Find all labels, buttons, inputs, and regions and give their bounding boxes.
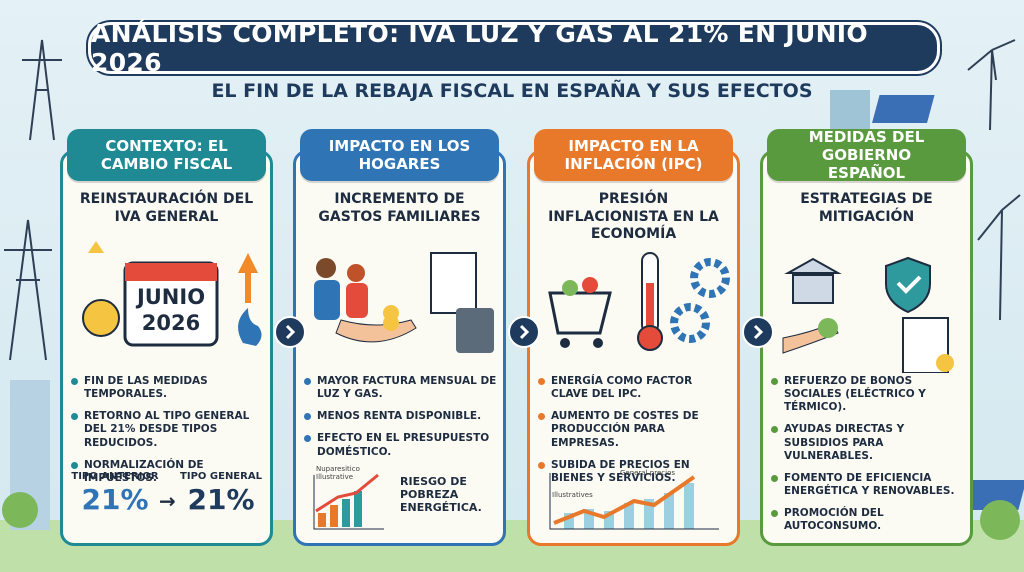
title: ANÁLISIS COMPLETO: IVA LUZ Y GAS AL 21% … (88, 19, 940, 77)
panel-header: IMPACTO EN LA INFLACIÓN (IPC) (534, 129, 733, 181)
bullet: MENOS RENTA DISPONIBLE. (304, 410, 497, 423)
bullet-list: MAYOR FACTURA MENSUAL DE LUZ Y GAS. MENOS… (304, 375, 497, 468)
bullet-list: REFUERZO DE BONOS SOCIALES (ELÉCTRICO Y … (771, 375, 964, 542)
chevron-icon (519, 324, 530, 340)
bullet-list: ENERGÍA COMO FACTOR CLAVE DEL IPC. AUMENT… (538, 375, 731, 494)
panel-heading: INCREMENTO DE GASTOS FAMILIARES (318, 191, 481, 225)
mini-bars (313, 473, 384, 530)
bullet: ENERGÍA COMO FACTOR CLAVE DEL IPC. (538, 375, 731, 401)
illustration (314, 252, 494, 353)
bullet: NORMALIZACIÓN DE IMPUESTOS. (71, 459, 264, 485)
bullet: FIN DE LAS MEDIDAS TEMPORALES. (71, 375, 264, 401)
note: RIESGO DE POBREZA ENERGÉTICA. (400, 475, 482, 514)
calendar-text: 2026 (141, 311, 201, 335)
bullet: AUMENTO DE COSTES DE PRODUCCIÓN PARA EMP… (538, 410, 731, 449)
chart-label: Nuparesitico Illustrative (316, 465, 360, 481)
illustration (82, 241, 262, 347)
bullet: REFUERZO DE BONOS SOCIALES (ELÉCTRICO Y … (771, 375, 964, 414)
rate-label: TIPO GENERAL (180, 471, 262, 482)
panel-heading: ESTRATEGIAS DE MITIGACIÓN (800, 191, 933, 225)
calendar-text: JUNIO (136, 285, 206, 309)
chevron (274, 316, 306, 348)
bullet: MAYOR FACTURA MENSUAL DE LUZ Y GAS. (304, 375, 497, 401)
panel-icon (530, 233, 740, 377)
panel-header: CONTEXTO: EL CAMBIO FISCAL (67, 129, 266, 181)
chart-label: Illustratives (552, 491, 593, 499)
bullet: SUBIDA DE PRECIOS EN BIENES Y SERVICIOS. (538, 459, 731, 485)
rate-value: 21% (81, 483, 149, 516)
chart-label: General precios (620, 469, 676, 477)
bullet: PROMOCIÓN DEL AUTOCONSUMO. (771, 507, 964, 533)
panel-heading: REINSTAURACIÓN DEL IVA GENERAL (79, 191, 254, 225)
mini-chart (544, 471, 724, 537)
bullet-list: FIN DE LAS MEDIDAS TEMPORALES. RETORNO AL… (71, 375, 264, 494)
illustration (548, 252, 730, 351)
chevron-icon (753, 324, 764, 340)
panel-header: IMPACTO EN LOS HOGARES (300, 129, 499, 181)
bullet: FOMENTO DE EFICIENCIA ENERGÉTICA Y RENOV… (771, 472, 964, 498)
rate-value: 21% (187, 483, 255, 516)
bullet: RETORNO AL TIPO GENERAL DEL 21% DESDE TI… (71, 410, 264, 449)
illustration (782, 256, 954, 374)
mini-chart (308, 471, 388, 535)
bullet: AYUDAS DIRECTAS Y SUBSIDIOS PARA VULNERA… (771, 423, 964, 462)
panel: IMPACTO EN LA INFLACIÓN (IPC) PRESIÓN INF… (527, 129, 740, 546)
bullet: EFECTO EN EL PRESUPUESTO DOMÉSTICO. (304, 432, 497, 458)
rate-label: TIPO ANTERIOR (71, 471, 159, 482)
panel: CONTEXTO: EL CAMBIO FISCAL REINSTAURACIÓN… (60, 129, 273, 546)
chevron-icon (285, 324, 296, 340)
panel: IMPACTO EN LOS HOGARES INCREMENTO DE GAST… (293, 129, 506, 546)
chevron (742, 316, 774, 348)
subtitle: EL FIN DE LA REBAJA FISCAL EN ESPAÑA Y S… (211, 80, 813, 102)
arrow: → (159, 489, 176, 513)
panel-icon (63, 233, 273, 377)
panel-icon (296, 233, 506, 377)
panel: MEDIDAS DEL GOBIERNO ESPAÑOL ESTRATEGIAS … (760, 128, 973, 546)
panel-icon (763, 233, 973, 377)
mini-area (549, 473, 719, 530)
panel-heading: PRESIÓN INFLACIONISTA EN LA ECONOMÍA (548, 191, 719, 242)
chevron (508, 316, 540, 348)
panel-header: MEDIDAS DEL GOBIERNO ESPAÑOL (767, 128, 966, 182)
